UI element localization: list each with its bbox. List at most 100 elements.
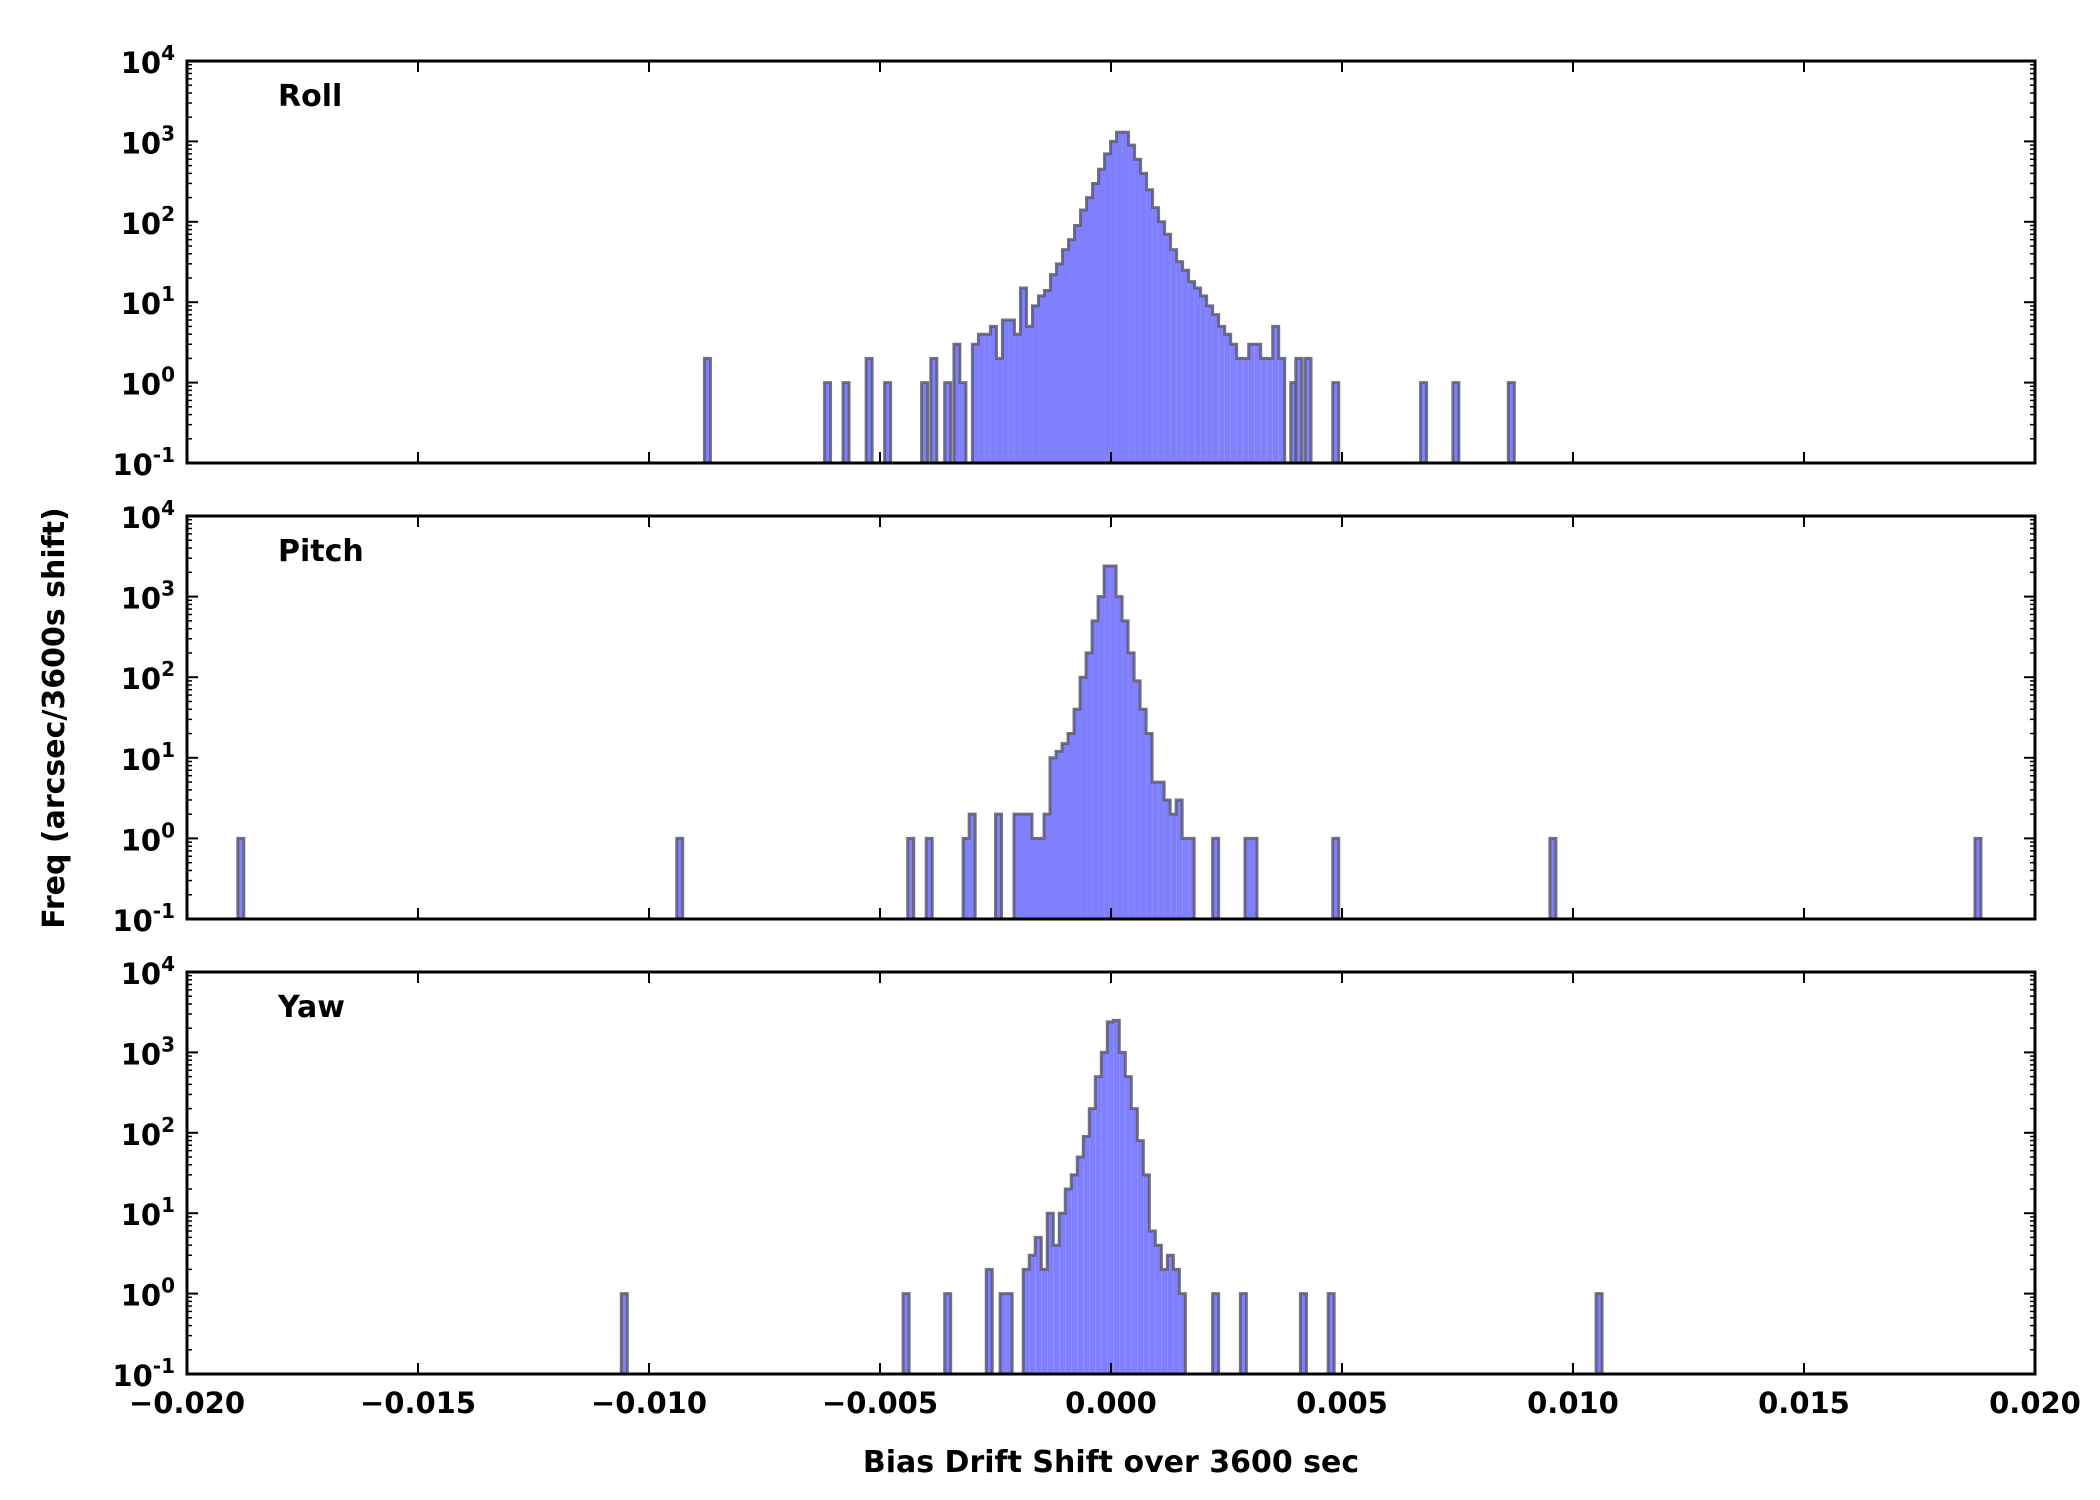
- histogram-bar: [1176, 799, 1183, 919]
- histogram-outline: [1243, 836, 1259, 919]
- histogram-bar: [1074, 225, 1081, 463]
- histogram-outline: [1211, 836, 1221, 919]
- histogram-bar: [1002, 320, 1009, 463]
- histogram-bar: [1044, 290, 1051, 463]
- histogram-bar: [1143, 1174, 1150, 1374]
- histogram-bar: [1044, 814, 1051, 919]
- histogram-bar: [1167, 1255, 1174, 1374]
- histogram-bar: [1152, 782, 1159, 919]
- histogram-bar: [1250, 838, 1257, 919]
- histogram-bar: [1328, 1293, 1335, 1374]
- histogram-bar: [978, 334, 985, 463]
- histogram-bar: [1224, 334, 1231, 463]
- histogram-bar: [1134, 680, 1141, 919]
- histogram-outline: [1331, 381, 1341, 463]
- histogram-bar: [1206, 305, 1213, 463]
- histogram-bar: [944, 382, 951, 463]
- histogram-bar: [1182, 270, 1189, 463]
- histogram-outline: [619, 1292, 629, 1374]
- histogram-bar: [1164, 234, 1171, 463]
- panel-pitch: 10-1 100 101 102 103 104 Pitch: [112, 496, 2037, 938]
- histogram-bar: [1083, 1136, 1090, 1374]
- x-axis-label: Bias Drift Shift over 3600 sec: [863, 1445, 1359, 1480]
- histogram-bar: [1164, 799, 1171, 919]
- histogram-bar: [1290, 382, 1297, 463]
- histogram-bar: [986, 1269, 993, 1374]
- histogram-bar: [1149, 1231, 1156, 1374]
- histogram-bar: [1031, 838, 1039, 919]
- histogram-bar: [1420, 382, 1427, 463]
- histogram-bar: [1146, 733, 1153, 919]
- histogram-outline: [901, 1292, 911, 1374]
- histogram-bar: [1236, 358, 1243, 463]
- panel-roll: 10-1 100 101 102 103 104 Roll: [112, 41, 2037, 482]
- histogram-bar: [1128, 652, 1135, 919]
- histogram-bar: [944, 1293, 951, 1374]
- panel-yaw: −0.020 −0.015 −0.010 −0.005 0.000 0.005 0.010 0…: [112, 952, 2080, 1420]
- histogram-bar: [1230, 344, 1237, 463]
- histogram-bar: [1125, 1076, 1132, 1374]
- histogram-bar: [1089, 1108, 1096, 1374]
- histogram-bar: [1212, 1293, 1219, 1374]
- histogram-bar: [1077, 1157, 1084, 1374]
- y-tick-label: 100: [121, 818, 175, 857]
- histogram-bar: [676, 838, 683, 919]
- histogram-bar: [1212, 838, 1219, 919]
- panel-label: Pitch: [278, 534, 364, 569]
- y-tick-label: 102: [121, 1113, 175, 1152]
- x-tick-label: 0.000: [1065, 1386, 1157, 1420]
- histogram-bar: [1122, 620, 1129, 919]
- histogram-bar: [1110, 141, 1117, 463]
- histogram-bar: [1200, 295, 1207, 463]
- histogram-bar: [1025, 814, 1032, 919]
- histogram-bar: [1023, 1269, 1030, 1374]
- histogram-bar: [1260, 358, 1267, 463]
- histogram-bar: [1188, 838, 1195, 919]
- histogram-bar: [884, 382, 891, 463]
- histogram-outline: [970, 130, 1299, 465]
- histogram-bar: [1155, 1245, 1162, 1374]
- histogram-outline: [1012, 564, 1196, 919]
- histogram-bar: [1074, 709, 1081, 919]
- histogram-bar: [1006, 1293, 1013, 1374]
- histogram-bar: [1116, 596, 1123, 919]
- histogram-bar: [1092, 183, 1099, 463]
- y-tick-label: 10-1: [112, 443, 175, 482]
- histogram-bar: [1170, 814, 1177, 919]
- y-tick-label: 100: [121, 363, 175, 402]
- histogram-bar: [1050, 757, 1057, 919]
- histogram-bar: [1013, 814, 1020, 919]
- histogram-bar: [1119, 1052, 1126, 1374]
- histogram-bar: [1086, 197, 1093, 464]
- x-tick-label: −0.010: [591, 1386, 707, 1420]
- histogram-bar: [969, 814, 976, 919]
- histogram-bar: [1173, 1269, 1180, 1374]
- histogram-outline: [841, 381, 851, 463]
- x-tick-label: 0.010: [1527, 1386, 1619, 1420]
- histogram-outline: [1419, 381, 1429, 463]
- histogram-outline: [998, 1292, 1014, 1374]
- histogram-bar: [1295, 358, 1302, 463]
- histogram-bar: [1158, 782, 1165, 919]
- histogram-bar: [1050, 274, 1057, 463]
- histogram-bar: [1020, 288, 1027, 463]
- histogram-bar: [1038, 295, 1045, 463]
- y-tick-label: 101: [121, 1193, 175, 1232]
- histogram-bar: [1062, 743, 1069, 919]
- histogram-bar: [1035, 1237, 1042, 1374]
- histogram-bar: [1095, 1076, 1102, 1374]
- histogram-outline: [1303, 356, 1313, 463]
- histogram-bar: [1029, 1255, 1036, 1374]
- histogram-bar: [1272, 326, 1279, 463]
- histogram-bar: [1071, 1174, 1078, 1374]
- histogram-outline: [1506, 381, 1516, 463]
- histogram-bar: [1014, 334, 1021, 463]
- histogram-bar: [1452, 382, 1459, 463]
- x-tick-label: 0.005: [1296, 1386, 1388, 1420]
- x-tick-label: −0.005: [822, 1386, 938, 1420]
- histogram-bar: [1116, 132, 1123, 463]
- histogram-outline: [906, 836, 916, 919]
- histogram-bar: [953, 344, 960, 463]
- histogram-bar: [824, 382, 831, 463]
- histogram-outline: [961, 812, 977, 919]
